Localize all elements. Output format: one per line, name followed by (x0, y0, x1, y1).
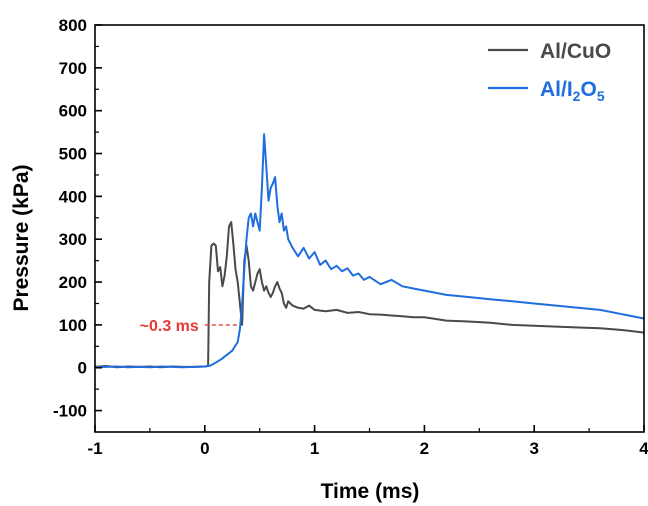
legend-label-part: Al/CuO (540, 40, 611, 63)
legend-label: Al/I2O5 (540, 78, 605, 104)
y-tick-label: 0 (78, 359, 87, 378)
y-tick-label: 500 (59, 145, 87, 164)
x-tick-label: 1 (310, 439, 319, 458)
y-tick-label: 700 (59, 59, 87, 78)
annotation-layer: ~0.3 ms (140, 318, 238, 335)
y-tick-label: 600 (59, 102, 87, 121)
legend: Al/CuO Al/I2O5 (488, 40, 611, 104)
x-tick-label: 3 (529, 439, 538, 458)
series-line-al-cuo (94, 221, 645, 369)
legend-label: Al/CuO (540, 40, 611, 63)
axes-layer: -1 0 1 2 3 4 -100 0 100 200 300 400 500 600 700 800 (53, 16, 648, 458)
x-axis-title: Time (ms) (321, 480, 420, 503)
y-tick-label: 200 (59, 273, 87, 292)
y-tick-label: 300 (59, 230, 87, 249)
y-tick-label: 400 (59, 187, 87, 206)
x-tick-label: -1 (87, 439, 102, 458)
series-line-al-i2o5 (94, 133, 645, 369)
x-tick-label: 4 (639, 439, 648, 458)
legend-label-part: O (580, 78, 596, 101)
y-tick-label: 100 (59, 316, 87, 335)
legend-label-part: Al/I (540, 78, 573, 101)
legend-label-part: 5 (597, 88, 605, 104)
legend-label-part: 2 (573, 88, 581, 104)
series-layer (94, 133, 645, 369)
delay-annotation-label: ~0.3 ms (140, 318, 199, 335)
x-tick-label: 2 (420, 439, 429, 458)
y-tick-label: -100 (53, 402, 87, 421)
y-axis-title: Pressure (kPa) (10, 164, 33, 311)
x-tick-label: 0 (200, 439, 209, 458)
y-tick-label: 800 (59, 16, 87, 35)
